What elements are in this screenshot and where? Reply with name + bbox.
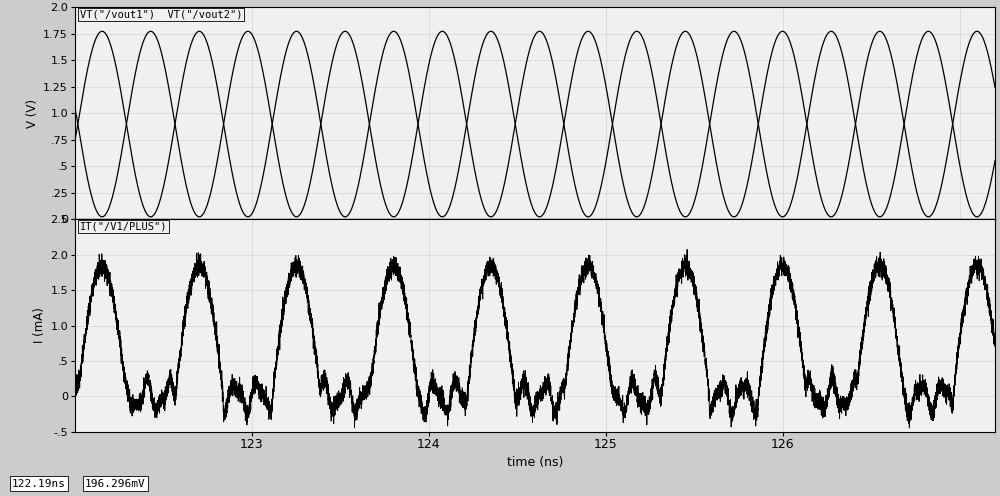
Text: 122.19ns: 122.19ns: [12, 479, 66, 489]
X-axis label: time (ns): time (ns): [507, 456, 563, 469]
Text: IT("/V1/PLUS"): IT("/V1/PLUS"): [80, 222, 167, 232]
Y-axis label: I (mA): I (mA): [33, 308, 46, 343]
Text: VT("/vout1")  VT("/vout2"): VT("/vout1") VT("/vout2"): [80, 9, 242, 19]
Text: 196.296mV: 196.296mV: [85, 479, 146, 489]
Y-axis label: V (V): V (V): [26, 99, 39, 128]
